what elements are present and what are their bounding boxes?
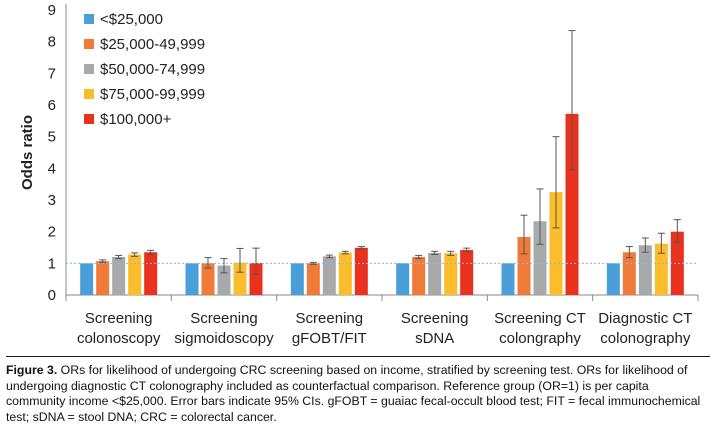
bar — [144, 252, 158, 295]
x-category-label: colonoscopy — [77, 330, 161, 347]
bar — [428, 252, 442, 295]
x-category-label: Screening — [296, 310, 364, 327]
bar — [128, 254, 142, 295]
bar — [533, 221, 547, 295]
x-category-label: Diagnostic CT — [598, 310, 692, 327]
caption-text: ORs for likelihood of undergoing CRC scr… — [6, 363, 701, 424]
legend-label: $75,000-99,999 — [100, 86, 205, 103]
bar — [670, 231, 684, 295]
bar — [322, 256, 336, 295]
x-category-label: Screening — [190, 310, 258, 327]
x-category-label: Screening CT — [494, 310, 586, 327]
figure-caption: Figure 3. ORs for likelihood of undergoi… — [6, 363, 710, 425]
y-tick-label: 3 — [48, 192, 56, 209]
bar — [565, 113, 579, 295]
y-tick-label: 7 — [48, 65, 56, 82]
bar — [444, 253, 458, 295]
bar-chart: 0 1 2 3 4 5 6 7 8 9 Odds ratio Screening colonoscopy… — [19, 2, 699, 347]
x-category-label: Screening — [401, 310, 469, 327]
y-tick-label: 4 — [48, 160, 56, 177]
bar — [112, 257, 126, 295]
y-tick-label: 2 — [48, 224, 56, 241]
bar — [517, 237, 531, 295]
legend-label: $25,000-49,999 — [100, 36, 205, 53]
bar — [80, 263, 94, 295]
bar — [354, 247, 368, 295]
y-tick-label: 8 — [48, 34, 56, 51]
bar — [622, 252, 636, 295]
bar — [412, 257, 426, 295]
bar — [549, 192, 563, 295]
bar — [460, 250, 474, 295]
bar — [201, 263, 215, 295]
bar — [96, 261, 110, 295]
bar — [638, 245, 652, 295]
figure: 0 1 2 3 4 5 6 7 8 9 Odds ratio Screening colonoscopy… — [8, 0, 708, 360]
y-tick-label: 6 — [48, 97, 56, 114]
x-category-label: colongraphy — [499, 330, 581, 347]
legend-label: <$25,000 — [100, 11, 163, 28]
bar — [654, 243, 668, 295]
legend-label: $100,000+ — [100, 111, 172, 128]
bar — [501, 263, 515, 295]
bar — [306, 263, 320, 295]
bar — [185, 263, 199, 295]
bar — [338, 252, 352, 295]
x-category-label: sigmoidoscopy — [174, 330, 274, 347]
y-tick-label: 1 — [48, 255, 56, 272]
x-category-label: colonography — [600, 330, 691, 347]
bar — [233, 262, 247, 295]
bar — [396, 263, 410, 295]
bar — [290, 263, 304, 295]
legend-swatch — [84, 64, 94, 74]
bar — [606, 263, 620, 295]
legend-swatch — [84, 114, 94, 124]
legend-label: $50,000-74,999 — [100, 61, 205, 78]
legend-swatch — [84, 39, 94, 49]
x-category-label: Screening — [85, 310, 153, 327]
legend-swatch — [84, 89, 94, 99]
x-category-label: gFOBT/FIT — [292, 330, 367, 347]
y-axis-title: Odds ratio — [19, 115, 36, 190]
y-tick-label: 9 — [48, 2, 56, 19]
caption-rule — [6, 356, 710, 357]
x-category-label: sDNA — [415, 330, 454, 347]
y-tick-label: 5 — [48, 129, 56, 146]
caption-label: Figure 3. — [6, 363, 58, 377]
y-tick-label: 0 — [48, 287, 56, 304]
legend-swatch — [84, 14, 94, 24]
bar — [249, 263, 263, 295]
